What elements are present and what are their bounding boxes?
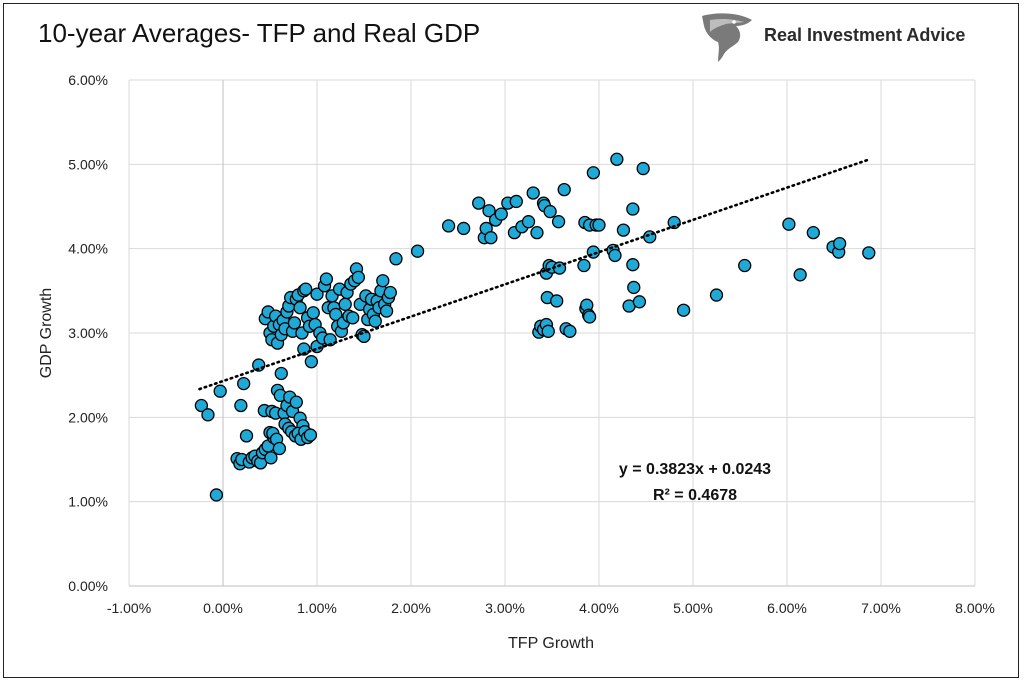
scatter-point [410, 244, 425, 258]
scatter-point [376, 274, 390, 288]
x-tick-label: 0.00% [203, 600, 243, 616]
scatter-point [627, 280, 641, 295]
scatter-point [550, 294, 564, 308]
scatter-point [272, 441, 287, 456]
scatter-point [441, 219, 456, 233]
scatter-point [319, 272, 334, 286]
y-tick-label: 0.00% [68, 578, 108, 594]
scatter-point [289, 395, 303, 409]
y-tick-label: 2.00% [68, 409, 108, 425]
scatter-point [383, 285, 397, 300]
scatter-point [484, 231, 498, 245]
chart-title: 10-year Averages- TFP and Real GDP [38, 18, 481, 48]
scatter-point [494, 207, 508, 221]
y-tick-label: 5.00% [68, 156, 108, 172]
x-tick-label: -1.00% [107, 600, 151, 616]
scatter-point [832, 236, 847, 251]
scatter-point [303, 428, 318, 442]
scatter-point [543, 204, 557, 219]
data-points [194, 152, 876, 502]
eagle-head-icon [702, 13, 752, 62]
scatter-point [626, 202, 640, 216]
scatter-point [297, 342, 311, 356]
scatter-point [577, 258, 591, 273]
scatter-point [234, 398, 248, 413]
trendline-equation: y = 0.3823x + 0.0243 [619, 461, 771, 478]
scatter-point [526, 186, 540, 200]
scatter-point [738, 258, 752, 273]
scatter-point [586, 166, 601, 180]
scatter-point [304, 355, 319, 369]
y-axis-title: GDP Growth [38, 288, 55, 378]
scatter-point [264, 451, 278, 465]
axis-lines [129, 80, 975, 587]
trendline-layer [198, 158, 869, 391]
brand-name: Real Investment Advice [764, 25, 966, 45]
x-tick-label: 5.00% [673, 600, 713, 616]
scatter-point [293, 301, 307, 315]
scatter-point [530, 225, 544, 240]
scatter-point [592, 218, 606, 232]
scatter-point [209, 488, 224, 502]
trendline [198, 158, 869, 391]
scatter-point [626, 258, 640, 272]
scatter-point [239, 429, 254, 443]
scatter-point [287, 316, 302, 330]
scatter-point [806, 225, 820, 240]
x-axis-title: TFP Growth [508, 635, 594, 652]
scatter-point [482, 204, 496, 218]
chart-frame [3, 3, 1019, 678]
scatter-point [632, 295, 647, 309]
scatter-point [582, 310, 597, 324]
scatter-point [346, 311, 360, 325]
scatter-point [323, 333, 337, 347]
scatter-point [551, 215, 566, 229]
scatter-point [782, 217, 796, 231]
x-tick-label: 8.00% [955, 600, 995, 616]
x-tick-label: 7.00% [861, 600, 901, 616]
scatter-point [541, 324, 555, 338]
scatter-point [521, 215, 536, 229]
scatter-point [306, 306, 320, 320]
y-tick-label: 3.00% [68, 325, 108, 341]
scatter-point [299, 282, 313, 296]
scatter-point [472, 196, 486, 210]
scatter-point [379, 304, 394, 318]
scatter-point [610, 152, 624, 166]
scatter-point [608, 248, 622, 263]
scatter-point [862, 246, 876, 260]
scatter-point [793, 268, 807, 282]
x-tick-label: 6.00% [767, 600, 807, 616]
scatter-point [389, 252, 403, 266]
r-squared-label: R² = 0.4678 [653, 487, 737, 504]
scatter-point [237, 376, 251, 391]
scatter-point [709, 288, 724, 302]
scatter-point [616, 223, 631, 237]
x-tick-label: 4.00% [579, 600, 619, 616]
x-tick-label: 2.00% [391, 600, 431, 616]
scatter-point [213, 384, 227, 398]
scatter-point [201, 408, 215, 422]
x-tick-label: 3.00% [485, 600, 525, 616]
scatter-point [509, 194, 523, 209]
brand-logo-block: Real Investment Advice [698, 10, 988, 62]
y-tick-label: 4.00% [68, 241, 108, 257]
y-tick-label: 6.00% [68, 72, 108, 88]
y-tick-label: 1.00% [68, 494, 108, 510]
tick-labels: -1.00% 0.00% 1.00% 2.00% 3.00% 4.00% 5.00% 6.00… [68, 72, 995, 616]
scatter-point [310, 287, 324, 301]
scatter-point [368, 314, 382, 328]
x-tick-label: 1.00% [297, 600, 337, 616]
scatter-point [351, 270, 366, 284]
scatter-point [338, 297, 352, 311]
scatter-point [563, 324, 577, 338]
scatter-point [456, 221, 471, 236]
scatter-point [676, 303, 691, 317]
scatter-point [557, 182, 571, 197]
scatter-point [636, 161, 650, 176]
scatter-point [194, 398, 209, 413]
scatter-point [274, 366, 288, 381]
